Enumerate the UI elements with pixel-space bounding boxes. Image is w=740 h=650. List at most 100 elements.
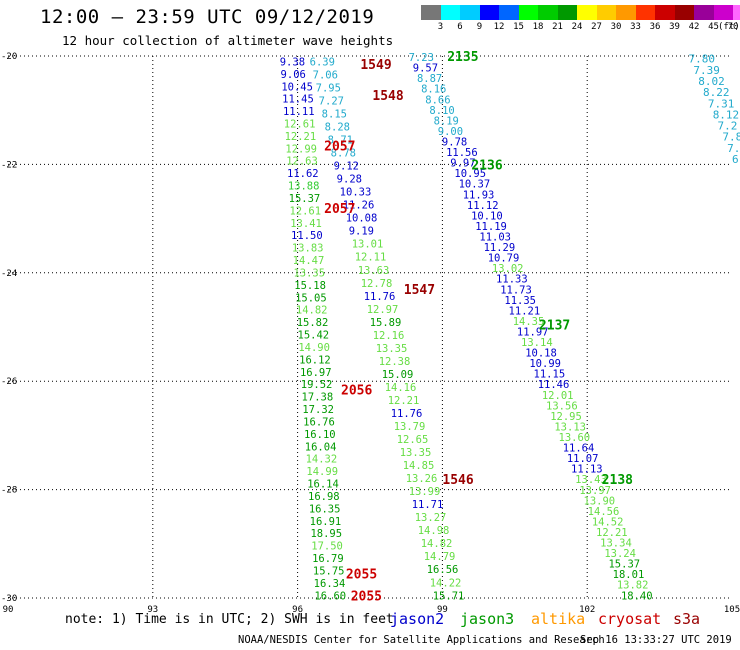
- wave-height-value: 14.82: [421, 538, 453, 550]
- legend-swatch: [635, 5, 655, 20]
- wave-height-value: 14.98: [418, 525, 450, 537]
- wave-height-value: 9.38: [280, 56, 305, 68]
- wave-height-value: 8.12: [713, 108, 740, 121]
- wave-height-value: 16.10: [304, 429, 336, 441]
- wave-height-value: 10.33: [340, 187, 372, 199]
- wave-height-value: 13.63: [358, 265, 390, 277]
- wave-height-value: 8.87: [417, 73, 442, 85]
- wave-height-value: 11.56: [446, 147, 478, 159]
- wave-height-color-legend: [421, 5, 740, 20]
- legend-label: 33: [630, 22, 641, 32]
- x-tick-label: 96: [292, 605, 303, 615]
- wave-height-value: 13.02: [492, 263, 524, 275]
- x-tick-label: 105: [724, 605, 740, 615]
- legend-swatch: [655, 5, 675, 20]
- footer-credit: NOAA/NESDIS Center for Satellite Applica…: [238, 634, 605, 646]
- wave-height-value: 12.21: [285, 131, 317, 143]
- wave-height-value: 8.66: [425, 94, 450, 106]
- legend-swatch: [499, 5, 519, 20]
- wave-height-value: 13.82: [617, 580, 649, 592]
- y-tick-label: -22: [1, 160, 17, 170]
- wave-height-value: 11.29: [484, 242, 516, 254]
- wave-height-value: 10.10: [471, 210, 503, 222]
- wave-height-value: 18.95: [310, 528, 342, 540]
- wave-height-value: 13.24: [604, 548, 636, 560]
- x-tick-label: 93: [147, 605, 158, 615]
- legend-label: 6: [457, 22, 463, 32]
- wave-height-value: 11.93: [463, 189, 495, 201]
- legend-swatch: [674, 5, 694, 20]
- wave-height-value: 16.56: [427, 564, 459, 576]
- wave-height-value: 16.91: [310, 516, 342, 528]
- wave-height-value: 7.27: [319, 95, 344, 107]
- wave-height-value: 10.18: [525, 348, 557, 360]
- wave-height-value: 11.03: [479, 231, 511, 243]
- wave-height-value: 9.57: [413, 63, 438, 75]
- legend-label: 12: [493, 22, 505, 32]
- pass-number-label: 2056: [341, 383, 372, 398]
- wave-height-value: 9.06: [281, 69, 306, 81]
- wave-height-value: 13.99: [409, 486, 441, 498]
- wave-height-value: 13.14: [521, 337, 553, 349]
- legend-unit: (ft): [718, 22, 740, 32]
- wave-height-value: 7.: [727, 142, 740, 155]
- wave-height-value: 11.19: [475, 221, 507, 233]
- cryosat-track: 6.397.067.957.27 8.158.288.718.789.129.28…: [310, 56, 465, 602]
- wave-height-value: 16.34: [314, 578, 346, 590]
- mission-cryosat: cryosat: [598, 610, 662, 628]
- wave-height-value: 10.79: [488, 253, 520, 265]
- wave-height-value: 13.97: [579, 485, 611, 497]
- wave-height-value: 8.15: [322, 109, 347, 121]
- wave-height-value: 15.09: [382, 369, 414, 381]
- legend-swatch: [479, 5, 499, 20]
- wave-height-value: 11.35: [504, 295, 536, 307]
- wave-height-value: 16.12: [299, 354, 331, 366]
- wave-height-value: 12.97: [367, 304, 399, 316]
- x-tick-label: 99: [437, 605, 448, 615]
- wave-height-value: 11.33: [496, 274, 528, 286]
- wave-height-value: 18.40: [621, 590, 653, 602]
- wave-height-value: 9.78: [442, 137, 467, 149]
- wave-height-value: 14.52: [592, 516, 624, 528]
- wave-height-value: 16.60: [314, 590, 346, 602]
- wave-height-value: 11.07: [567, 453, 599, 465]
- legend-label: 42: [688, 22, 700, 32]
- wave-height-value: 16.98: [308, 491, 340, 503]
- y-tick-label: -26: [1, 377, 17, 387]
- satellite-tracks: 9.389.0610.4511.4511.1112.6112.2112.9912…: [280, 52, 740, 602]
- legend-label: 45: [708, 22, 719, 32]
- wave-height-value: 8.02: [698, 75, 725, 88]
- wave-height-value: 12.38: [379, 356, 411, 368]
- wave-height-value: 16.97: [300, 367, 332, 379]
- legend-swatch: [713, 5, 733, 20]
- wave-height-value: 9.00: [438, 126, 463, 138]
- legend-swatch: [518, 5, 538, 20]
- wave-height-value: 15.82: [297, 317, 329, 329]
- wave-height-value: 13.13: [554, 421, 586, 433]
- pass-number-label: 2135: [447, 50, 478, 65]
- pass-number-label: 1546: [442, 473, 473, 488]
- pass-number-label: 2055: [346, 568, 377, 583]
- pass-number-label: 1549: [360, 58, 391, 73]
- legend-label: 39: [669, 22, 680, 32]
- wave-height-value: 13.27: [415, 512, 447, 524]
- wave-height-value: 11.21: [509, 305, 541, 317]
- wave-height-value: 14.90: [298, 342, 330, 354]
- y-tick-label: -20: [1, 52, 17, 62]
- legend-swatch: [440, 5, 460, 20]
- wave-height-value: 17.38: [302, 392, 334, 404]
- x-tick-label: 90: [3, 605, 14, 615]
- wave-height-value: 11.11: [283, 106, 315, 118]
- wave-height-value: 7.23: [409, 52, 434, 64]
- wave-height-value: 10.45: [281, 81, 313, 93]
- legend-swatch: [733, 5, 740, 20]
- wave-height-value: 9.12: [334, 161, 359, 173]
- wave-height-value: 11.76: [391, 408, 423, 420]
- footer-timestamp: Sep 16 13:33:27 UTC 2019: [580, 634, 732, 646]
- legend-label: 36: [649, 22, 661, 32]
- wave-height-value: 7.80: [689, 53, 716, 66]
- wave-height-value: 10.95: [454, 168, 486, 180]
- legend-label: 30: [610, 22, 622, 32]
